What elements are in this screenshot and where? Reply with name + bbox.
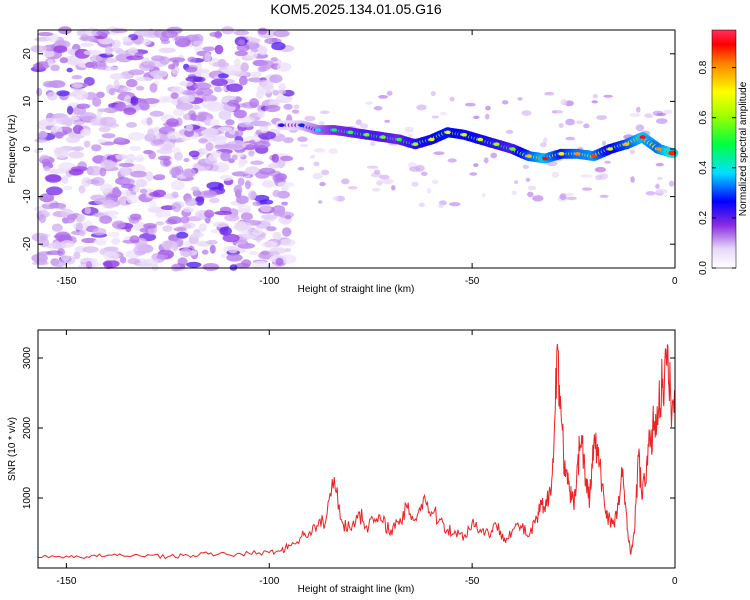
y-tick-label: 3000 — [22, 346, 33, 369]
y-tick-label: -20 — [22, 237, 33, 252]
snr-x-ticks: -150 -100 -50 0 — [56, 330, 678, 587]
snr-y-ticks: 1000 2000 3000 — [22, 346, 675, 509]
spectrogram-amplitude-field — [30, 26, 675, 272]
ridge-point — [558, 152, 565, 156]
ridge-point — [525, 154, 532, 158]
ridge-point — [444, 130, 451, 135]
ridge-point — [574, 152, 581, 156]
ridge-point — [639, 135, 646, 139]
x-tick-label: -50 — [465, 576, 480, 587]
colorbar-tick-label: 0.2 — [698, 211, 709, 225]
colorbar-tick-label: 0.8 — [698, 60, 709, 74]
ridge-point — [542, 156, 549, 161]
x-tick-label: 0 — [672, 576, 678, 587]
x-tick-label: 0 — [672, 276, 678, 287]
snr-y-axis-label: SNR (10 * v/v) — [7, 417, 18, 481]
ridge-point — [412, 142, 419, 146]
ridge-point — [379, 135, 386, 139]
y-tick-label: -10 — [22, 189, 33, 204]
ridge-point — [396, 137, 403, 142]
x-tick-label: -100 — [259, 276, 279, 287]
colorbar: 0.0 0.2 0.4 0.6 0.8 Normalized spectral ampl… — [698, 29, 749, 275]
snr-series-line — [38, 343, 676, 560]
figure-title: KOM5.2025.134.01.05.G16 — [270, 1, 441, 17]
ridge-point — [347, 130, 354, 135]
ridge-point — [278, 123, 285, 127]
y-tick-label: 0 — [22, 146, 33, 152]
ridge-point — [461, 132, 467, 137]
spectrogram-x-ticks: -150 -100 -50 0 — [56, 30, 678, 287]
spectrogram-y-axis-label: Frequency (Hz) — [7, 115, 18, 184]
ridge-point — [623, 142, 630, 146]
ridge-point — [607, 147, 614, 151]
colorbar-tick-label: 0.6 — [698, 110, 709, 124]
spectrogram-x-axis-label: Height of straight line (km) — [298, 284, 415, 295]
y-tick-label: 1000 — [22, 486, 33, 509]
colorbar-tick-label: 0.0 — [698, 261, 709, 275]
ridge-point — [331, 128, 338, 132]
x-tick-label: -100 — [259, 576, 279, 587]
x-tick-label: -150 — [56, 576, 76, 587]
colorbar-tick-label: 0.4 — [698, 160, 709, 174]
colorbar-ticks: 0.0 0.2 0.4 0.6 0.8 — [698, 60, 736, 275]
y-tick-label: 2000 — [22, 416, 33, 439]
ridge-point — [590, 154, 597, 158]
ridge-point — [428, 137, 435, 142]
ridge-point — [655, 147, 662, 151]
ridge-point — [363, 132, 370, 137]
colorbar-label: Normalized spectral amplitude — [738, 81, 749, 216]
y-tick-label: 10 — [22, 95, 33, 107]
ridge-point — [509, 147, 516, 151]
colorbar-gradient — [711, 29, 737, 269]
snr-x-axis-label: Height of straight line (km) — [298, 584, 415, 595]
ridge-point — [493, 142, 500, 146]
ridge-point — [477, 137, 484, 142]
snr-panel: -150 -100 -50 0 1000 2000 3000 Height of stra… — [7, 329, 678, 595]
x-tick-label: -50 — [465, 276, 480, 287]
x-tick-label: -150 — [56, 276, 76, 287]
ridge-point — [315, 128, 321, 132]
ridge-point — [298, 123, 305, 127]
spectrogram-y-ticks: -20 -10 0 10 20 — [22, 48, 675, 252]
y-tick-label: 20 — [22, 48, 33, 60]
